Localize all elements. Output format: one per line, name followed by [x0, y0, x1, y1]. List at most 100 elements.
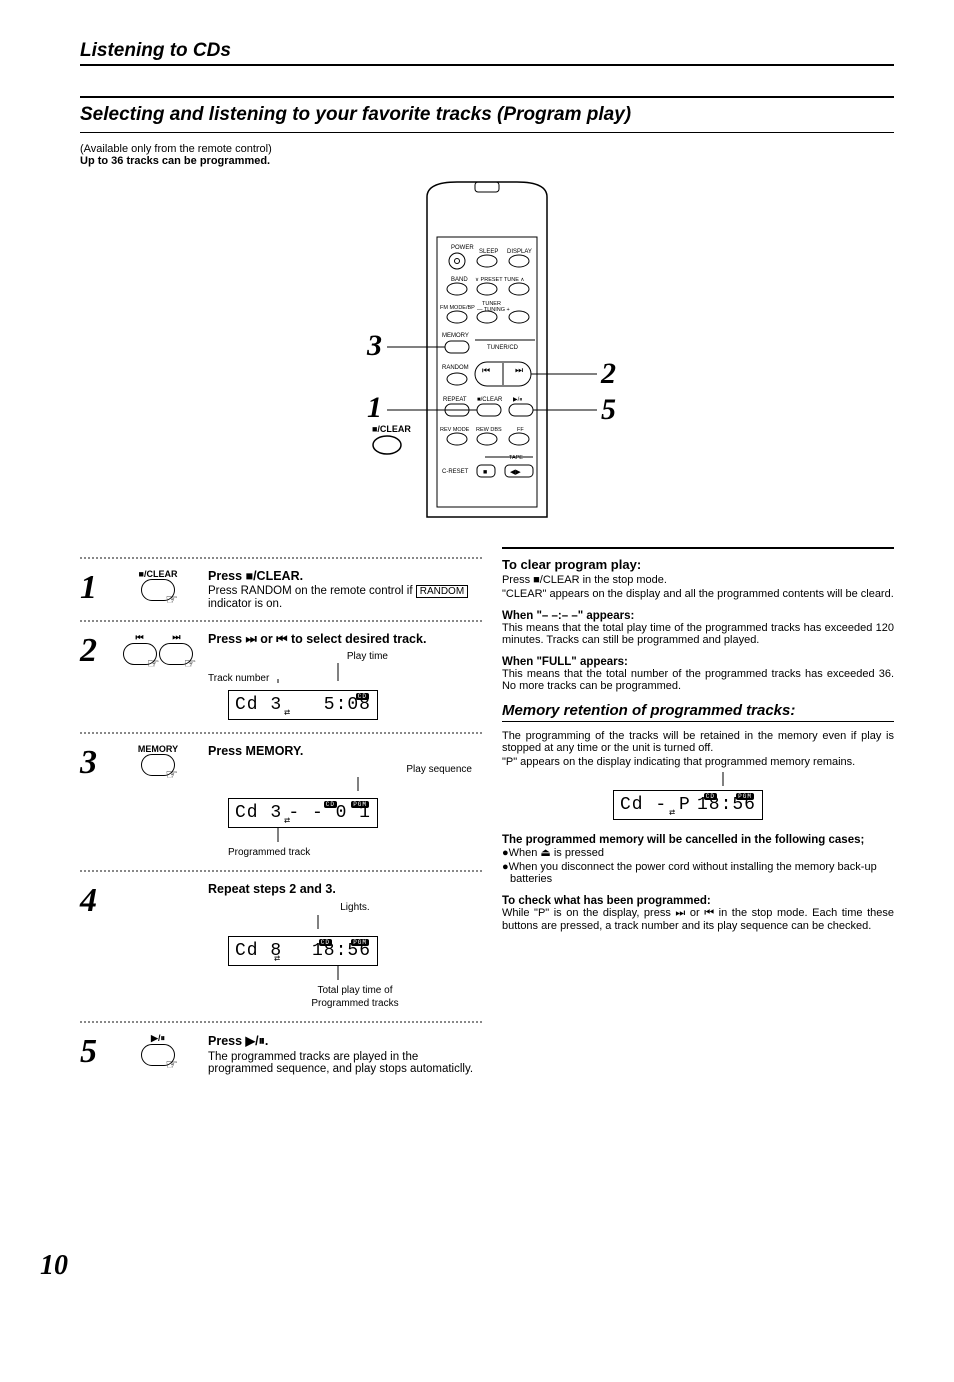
- press-icon: [141, 754, 175, 776]
- remote-icon-next: ⏭: [515, 365, 523, 375]
- callout-1: 1: [367, 391, 382, 424]
- step-number: 1: [80, 569, 108, 610]
- button-label-prev: ⏮: [123, 632, 157, 643]
- remote-label-memory: MEMORY: [442, 333, 469, 339]
- dashes-text: This means that the total play time of t…: [502, 622, 894, 646]
- press-icon: [123, 643, 157, 665]
- callout-clear-label: ■/CLEAR: [372, 424, 411, 434]
- lcd-display: Cd 8 18:56 CD PGM ⇄: [228, 936, 378, 966]
- memory-retention-text-2: "P" appears on the display indicating th…: [502, 756, 894, 768]
- step-1: 1 ■/CLEAR Press ■/CLEAR. Press RANDOM on…: [80, 569, 482, 610]
- button-label: ■/CLEAR: [118, 569, 198, 579]
- press-icon: [141, 579, 175, 601]
- clear-program-heading: To clear program play:: [502, 557, 894, 572]
- button-label: ▶/⏸: [118, 1033, 198, 1044]
- callout-5: 5: [601, 393, 616, 426]
- callout-2: 2: [600, 357, 616, 390]
- step-icon: MEMORY: [118, 744, 198, 860]
- remote-label-sleep: SLEEP: [479, 249, 498, 255]
- dotted-separator: [80, 732, 482, 734]
- clear-program-text-2: "CLEAR" appears on the display and all t…: [502, 588, 894, 600]
- annotation-programmed-track: Programmed track: [228, 847, 482, 858]
- memory-retention-heading: Memory retention of programmed tracks:: [502, 702, 894, 722]
- remote-label-display: DISPLAY: [507, 249, 532, 255]
- step-detail-pre: Press RANDOM on the remote control if: [208, 585, 416, 597]
- remote-label-power: POWER: [451, 245, 474, 251]
- remote-label-fmmode: FM MODE/BP: [440, 305, 475, 311]
- bullet-1: ●When ⏏ is pressed: [502, 846, 894, 859]
- step-action: Press MEMORY.: [208, 744, 482, 758]
- dashes-heading: When "– –:– –" appears:: [502, 610, 894, 622]
- step-icon: ⏮ ⏭: [118, 632, 198, 722]
- lcd-display: Cd 3 5:08 CD ⇄: [228, 690, 378, 720]
- annotation-total-time-1: Total play time of: [228, 985, 482, 996]
- remote-label-ff: FF: [517, 427, 524, 433]
- section-title: Selecting and listening to your favorite…: [80, 96, 894, 133]
- step-3: 3 MEMORY Press MEMORY. Play sequence Cd …: [80, 744, 482, 860]
- step-number: 3: [80, 744, 108, 860]
- step-icon: ■/CLEAR: [118, 569, 198, 610]
- remote-svg: POWER SLEEP DISPLAY BAND ∨ PRESET TUNE ∧…: [257, 177, 717, 527]
- step-action: Press ⏭ or ⏮ to select desired track.: [208, 632, 482, 647]
- remote-label-revmode: REV MODE: [440, 427, 470, 433]
- step-number: 2: [80, 632, 108, 722]
- button-label-next: ⏭: [159, 632, 193, 643]
- lcd-display-memory: Cd - P 18:56 CD PGM ⇄: [613, 790, 763, 820]
- bullet-2: ●When you disconnect the power cord with…: [502, 861, 894, 885]
- annotation-play-sequence: Play sequence: [228, 764, 482, 775]
- step-number: 5: [80, 1033, 108, 1075]
- remote-diagram: POWER SLEEP DISPLAY BAND ∨ PRESET TUNE ∧…: [80, 177, 894, 527]
- check-text: While "P" is on the display, press ⏭ or …: [502, 907, 894, 932]
- step-detail: The programmed tracks are played in the …: [208, 1051, 482, 1075]
- steps-column: 1 ■/CLEAR Press ■/CLEAR. Press RANDOM on…: [80, 547, 482, 1079]
- remote-label-tunercd: TUNER/CD: [487, 345, 519, 351]
- svg-text:◀▶: ◀▶: [510, 469, 521, 476]
- remote-label-creset: C-RESET: [442, 469, 469, 475]
- memory-retention-text-1: The programming of the tracks will be re…: [502, 730, 894, 754]
- dotted-separator: [80, 620, 482, 622]
- lcd-left: Cd 3: [235, 695, 282, 715]
- callout-3: 3: [366, 329, 382, 362]
- step-4: 4 Repeat steps 2 and 3. Lights. Cd 8 18:…: [80, 882, 482, 1011]
- remote-label-rew: REW DBS: [476, 427, 502, 433]
- remote-icon-prev: ⏮: [482, 365, 490, 375]
- step-5: 5 ▶/⏸ Press ▶/⏸. The programmed tracks a…: [80, 1033, 482, 1075]
- remote-label-tape: TAPE: [509, 455, 523, 461]
- remote-label-clear: ■/CLEAR: [477, 397, 503, 403]
- step-action: Repeat steps 2 and 3.: [208, 882, 482, 896]
- lcd-left: Cd 3: [235, 803, 282, 823]
- full-heading: When "FULL" appears:: [502, 656, 894, 668]
- annotation-track-number: Track number: [208, 673, 269, 684]
- step-action: Press ▶/⏸.: [208, 1033, 482, 1049]
- step-detail-post: indicator is on.: [208, 598, 282, 610]
- clear-program-text-1: Press ■/CLEAR in the stop mode.: [502, 574, 894, 586]
- random-indicator-box: RANDOM: [416, 585, 468, 598]
- annotation-lights: Lights.: [228, 902, 482, 913]
- remote-label-play: ▶/⏸: [513, 397, 522, 403]
- dotted-separator: [80, 870, 482, 872]
- check-heading: To check what has been programmed:: [502, 895, 894, 907]
- page-number: 10: [40, 1250, 68, 1282]
- step-2: 2 ⏮ ⏭ Press ⏭ or ⏮ to select desired tra…: [80, 632, 482, 722]
- remote-label-band: BAND: [451, 277, 468, 283]
- step-icon: ▶/⏸: [118, 1033, 198, 1075]
- lcd-left: Cd - P: [620, 795, 691, 815]
- capacity-text: Up to 36 tracks can be programmed.: [80, 155, 270, 167]
- page-header: Listening to CDs: [80, 40, 894, 66]
- annotation-play-time: Play time: [347, 651, 388, 662]
- lcd-display: Cd 3 - - 0 1 CD PGM ⇄: [228, 798, 378, 828]
- info-column: To clear program play: Press ■/CLEAR in …: [502, 547, 894, 1079]
- remote-label-random: RANDOM: [442, 365, 469, 371]
- press-icon: [159, 643, 193, 665]
- press-icon: [141, 1044, 175, 1066]
- step-action: Press ■/CLEAR.: [208, 569, 482, 583]
- cancel-heading: The programmed memory will be cancelled …: [502, 834, 894, 846]
- availability-note: (Available only from the remote control)…: [80, 143, 894, 167]
- svg-text:■: ■: [483, 469, 487, 476]
- availability-text: (Available only from the remote control): [80, 143, 272, 155]
- cancel-bullets: ●When ⏏ is pressed ●When you disconnect …: [502, 846, 894, 885]
- annotation-total-time-2: Programmed tracks: [228, 998, 482, 1009]
- full-text: This means that the total number of the …: [502, 668, 894, 692]
- remote-label-repeat: REPEAT: [443, 397, 467, 403]
- button-label: MEMORY: [118, 744, 198, 754]
